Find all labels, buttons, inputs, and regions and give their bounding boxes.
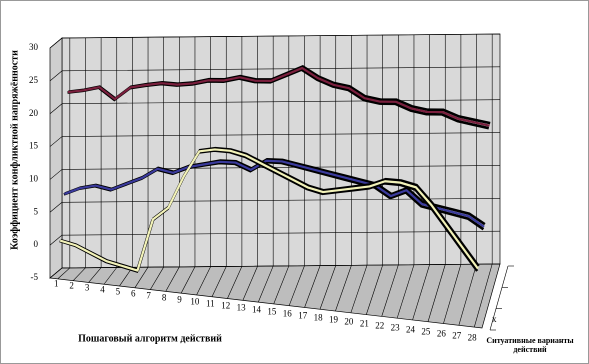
x-tick-label: 4	[100, 284, 105, 294]
x-tick-label: 5	[116, 286, 121, 296]
x-tick-label: 18	[314, 313, 324, 323]
x-tick-label: 25	[421, 327, 431, 337]
y-tick-label: 15	[29, 141, 39, 151]
side-grid-line	[49, 267, 63, 279]
grid-line	[61, 99, 501, 105]
floor-grid-line	[381, 264, 399, 317]
floor-grid-line	[335, 265, 352, 312]
x-tick-label: 19	[329, 315, 339, 325]
depth-axis-title: Ситуативные варианты действий	[486, 336, 574, 354]
floor-grid-line	[273, 265, 290, 305]
x-tick-label: 12	[221, 300, 230, 310]
x-tick-label: 13	[237, 302, 247, 312]
grid-line	[61, 165, 501, 170]
x-tick-label: 8	[162, 292, 167, 302]
x-tick-label: 28	[468, 333, 478, 343]
x-tick-label: 9	[177, 294, 182, 304]
grid-line	[61, 132, 501, 137]
floor-grid-line	[258, 265, 274, 303]
floor-grid-line	[227, 266, 243, 299]
floor-grid-line	[150, 266, 164, 290]
y-tick-label: 25	[29, 75, 39, 85]
x-tick-label: 1	[54, 278, 59, 288]
x-tick-label: 16	[283, 309, 293, 319]
x-tick-label: 6	[131, 288, 136, 298]
floor-grid-line	[103, 267, 117, 285]
side-grid-line	[49, 70, 63, 82]
x-axis-title: Пошаговый алгоритм действий	[78, 333, 222, 344]
side-grid-line	[49, 202, 63, 213]
y-tick-label: 0	[34, 239, 39, 249]
x-tick-label: 7	[146, 290, 151, 300]
side-grid-line	[49, 37, 63, 49]
y-tick-label: -5	[31, 272, 39, 282]
x-tick-label: 26	[437, 329, 447, 339]
floor-grid-line	[165, 266, 180, 292]
floor-grid-line	[350, 265, 368, 313]
floor-grid-line	[443, 264, 462, 324]
floor-grid-line	[458, 264, 477, 326]
grid-line	[61, 263, 501, 269]
floor-grid-line	[88, 267, 102, 283]
floor-grid-line	[319, 265, 337, 310]
floor-grid-line	[72, 267, 86, 281]
y-axis-title: Коэффициент конфликтной напряжённости	[9, 50, 20, 250]
floor-grid-line	[196, 266, 211, 296]
floor-grid-line	[427, 264, 446, 322]
floor-grid-line	[473, 263, 493, 328]
y-tick-label: 30	[29, 42, 39, 52]
floor-grid-line	[412, 264, 430, 321]
floor-grid-line	[288, 265, 305, 306]
floor-grid-line	[304, 265, 321, 308]
floor-grid-line	[396, 264, 415, 319]
x-tick-label: 22	[375, 321, 384, 331]
floor-grid-line	[57, 267, 71, 280]
x-tick-label: 14	[252, 304, 262, 314]
side-grid-line	[49, 103, 63, 114]
series-line	[67, 66, 490, 127]
side-grid-line	[49, 169, 63, 180]
grid-line	[61, 33, 501, 39]
depth-tick-label: x	[492, 314, 497, 324]
x-tick-label: 21	[360, 319, 369, 329]
x-tick-label: 2	[69, 280, 74, 290]
x-tick-label: 27	[452, 331, 462, 341]
series-line	[63, 159, 485, 228]
x-tick-label: 24	[406, 325, 416, 335]
x-tick-label: 3	[85, 282, 90, 292]
floor-grid-line	[211, 266, 227, 297]
side-grid-line	[49, 234, 63, 246]
floor-grid-line	[180, 266, 196, 294]
x-tick-label: 15	[267, 307, 277, 317]
x-tick-label: 20	[344, 317, 354, 327]
floor-grid-line	[366, 264, 383, 315]
y-tick-label: 5	[34, 206, 39, 216]
floor-grid-line	[242, 266, 258, 301]
series-line	[59, 148, 479, 272]
x-tick-label: 23	[391, 323, 401, 333]
y-tick-label: 20	[29, 108, 39, 118]
grid-line	[61, 230, 501, 236]
x-tick-label: 10	[190, 296, 200, 306]
y-tick-label: 10	[29, 173, 39, 183]
depth-axis	[489, 265, 509, 331]
x-tick-label: 17	[298, 311, 308, 321]
side-grid-line	[49, 136, 63, 147]
grid-line	[61, 66, 501, 72]
floor-grid-line	[134, 267, 149, 288]
x-tick-label: 11	[206, 298, 215, 308]
